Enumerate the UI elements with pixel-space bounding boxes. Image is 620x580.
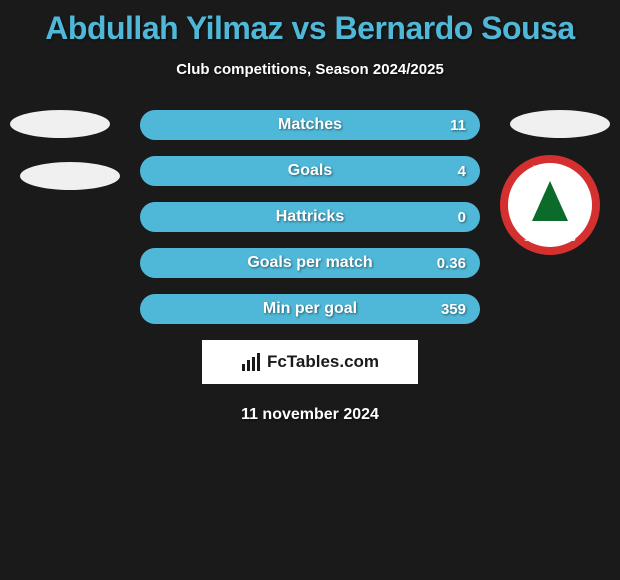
brand-footer: FcTables.com	[202, 340, 418, 384]
stat-label: Goals per match	[247, 254, 372, 272]
stat-value: 11	[450, 117, 466, 134]
chart-icon	[241, 352, 261, 372]
stat-value: 0	[458, 209, 466, 226]
comparison-content: ÜMRANİYE SPOR KULÜBÜ Matches 11 Goals 4 …	[0, 110, 620, 424]
tree-icon	[532, 181, 568, 221]
stat-bar-matches: Matches 11	[140, 110, 480, 140]
subtitle: Club competitions, Season 2024/2025	[0, 61, 620, 78]
club-badge-text-top: ÜMRANİYE	[531, 167, 568, 174]
stat-bar-goals-per-match: Goals per match 0.36	[140, 248, 480, 278]
stat-bar-min-per-goal: Min per goal 359	[140, 294, 480, 324]
left-club-badge-placeholder	[20, 162, 120, 190]
stat-label: Matches	[278, 116, 342, 134]
stat-value: 359	[441, 301, 466, 318]
stat-bars: Matches 11 Goals 4 Hattricks 0 Goals per…	[140, 110, 480, 324]
club-badge-text-bottom: SPOR KULÜBÜ	[524, 236, 575, 243]
brand-text: FcTables.com	[267, 352, 379, 372]
stat-label: Hattricks	[276, 208, 344, 226]
stat-bar-goals: Goals 4	[140, 156, 480, 186]
stat-bar-hattricks: Hattricks 0	[140, 202, 480, 232]
left-player-badge-placeholder	[10, 110, 110, 138]
page-title: Abdullah Yilmaz vs Bernardo Sousa	[0, 0, 620, 47]
stat-value: 0.36	[437, 255, 466, 272]
stat-value: 4	[458, 163, 466, 180]
right-club-badge: ÜMRANİYE SPOR KULÜBÜ	[500, 155, 600, 255]
stat-label: Goals	[288, 162, 332, 180]
stat-label: Min per goal	[263, 300, 357, 318]
right-player-badge-placeholder	[510, 110, 610, 138]
footer-date: 11 november 2024	[0, 406, 620, 424]
